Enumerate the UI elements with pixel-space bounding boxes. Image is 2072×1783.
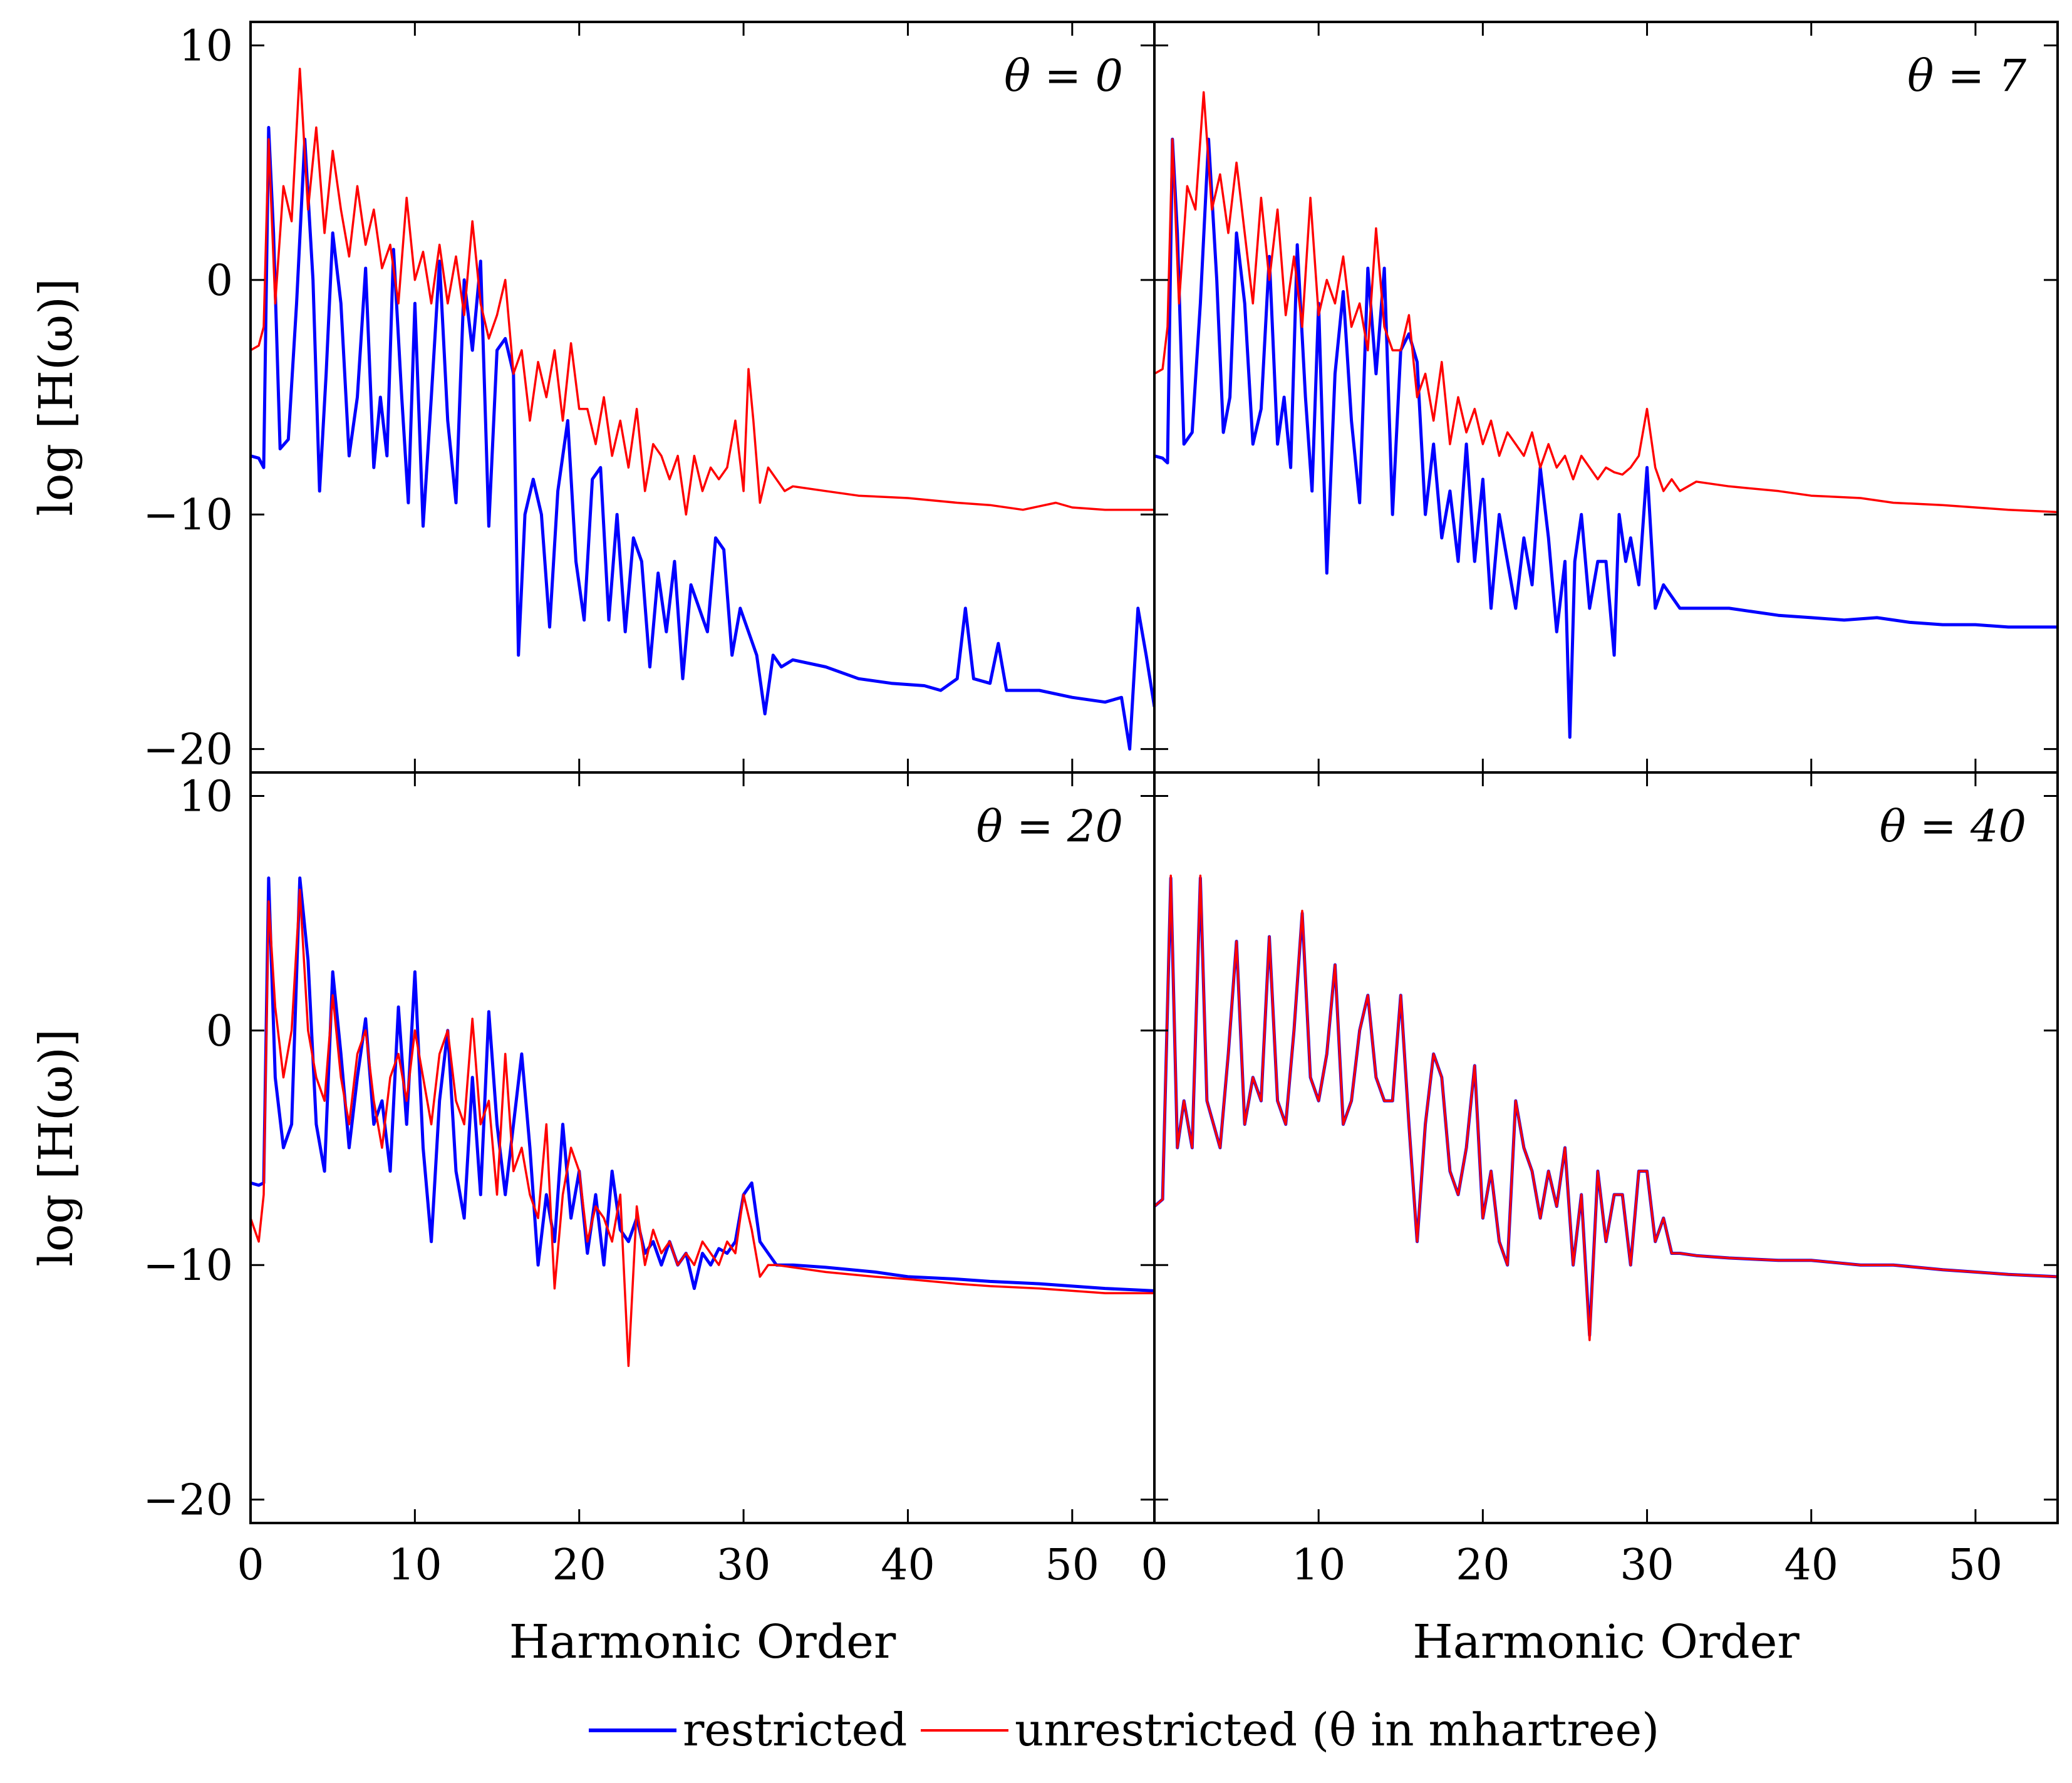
x-tick-label: 0 [1141, 1541, 1168, 1590]
y-tick-label: 0 [206, 1007, 233, 1056]
x-tick-label: 10 [1292, 1541, 1346, 1590]
y-tick-label: −20 [143, 725, 233, 775]
series-unrestricted-line [1154, 91, 2058, 514]
x-tick-label: 20 [552, 1541, 606, 1590]
panel-4: 0 10 20 30 40 50 θ = 40 Harmonic Order [1141, 771, 2059, 1669]
legend-label: unrestricted (θ in mhartree) [1015, 1703, 1659, 1756]
y-axis-title: log [H(ω)] [29, 278, 83, 516]
panel-theta-label: θ = 40 [1880, 801, 2026, 852]
y-tick-label: −10 [143, 1241, 233, 1291]
x-tick-label: 30 [717, 1541, 771, 1590]
x-tick-label: 40 [1784, 1541, 1838, 1590]
x-axis-title: Harmonic Order [509, 1615, 896, 1669]
series-restricted-line [1154, 137, 2058, 739]
panel-frame [1153, 771, 2059, 1524]
x-tick-label: 50 [1045, 1541, 1100, 1590]
x-tick-label: 20 [1456, 1541, 1510, 1590]
y-tick-label: −10 [143, 491, 233, 540]
x-axis-title: Harmonic Order [1412, 1615, 1800, 1669]
x-tick-label: 10 [388, 1541, 442, 1590]
y-tick-label: 10 [179, 21, 233, 71]
y-tick-label: −20 [143, 1476, 233, 1526]
panel-theta-label: θ = 20 [976, 801, 1123, 852]
y-tick-label: 0 [206, 256, 233, 306]
legend-entry-restricted: restricted [589, 1703, 907, 1756]
legend-entry-unrestricted: unrestricted (θ in mhartree) [921, 1703, 1659, 1756]
panel-theta-label: θ = 7 [1907, 50, 2026, 101]
series-restricted-line [251, 126, 1154, 751]
y-axis-title: log [H(ω)] [29, 1029, 83, 1266]
y-tick-label: 10 [179, 772, 233, 821]
series-unrestricted-line [1154, 874, 2058, 1341]
x-tick-label: 0 [237, 1541, 264, 1590]
x-tick-label: 50 [1949, 1541, 2003, 1590]
series-unrestricted-line [251, 68, 1154, 516]
legend-label: restricted [683, 1703, 907, 1756]
series-unrestricted-line [251, 888, 1154, 1367]
legend: restricted unrestricted (θ in mhartree) [589, 1703, 1659, 1756]
x-tick-label: 40 [881, 1541, 935, 1590]
x-tick-label: 30 [1620, 1541, 1674, 1590]
panel-theta-label: θ = 0 [1004, 50, 1123, 101]
panel-3: 0 10 20 30 40 50 −20 −10 0 10 θ = 20 log [H(ω)] Harm… [29, 771, 1156, 1669]
